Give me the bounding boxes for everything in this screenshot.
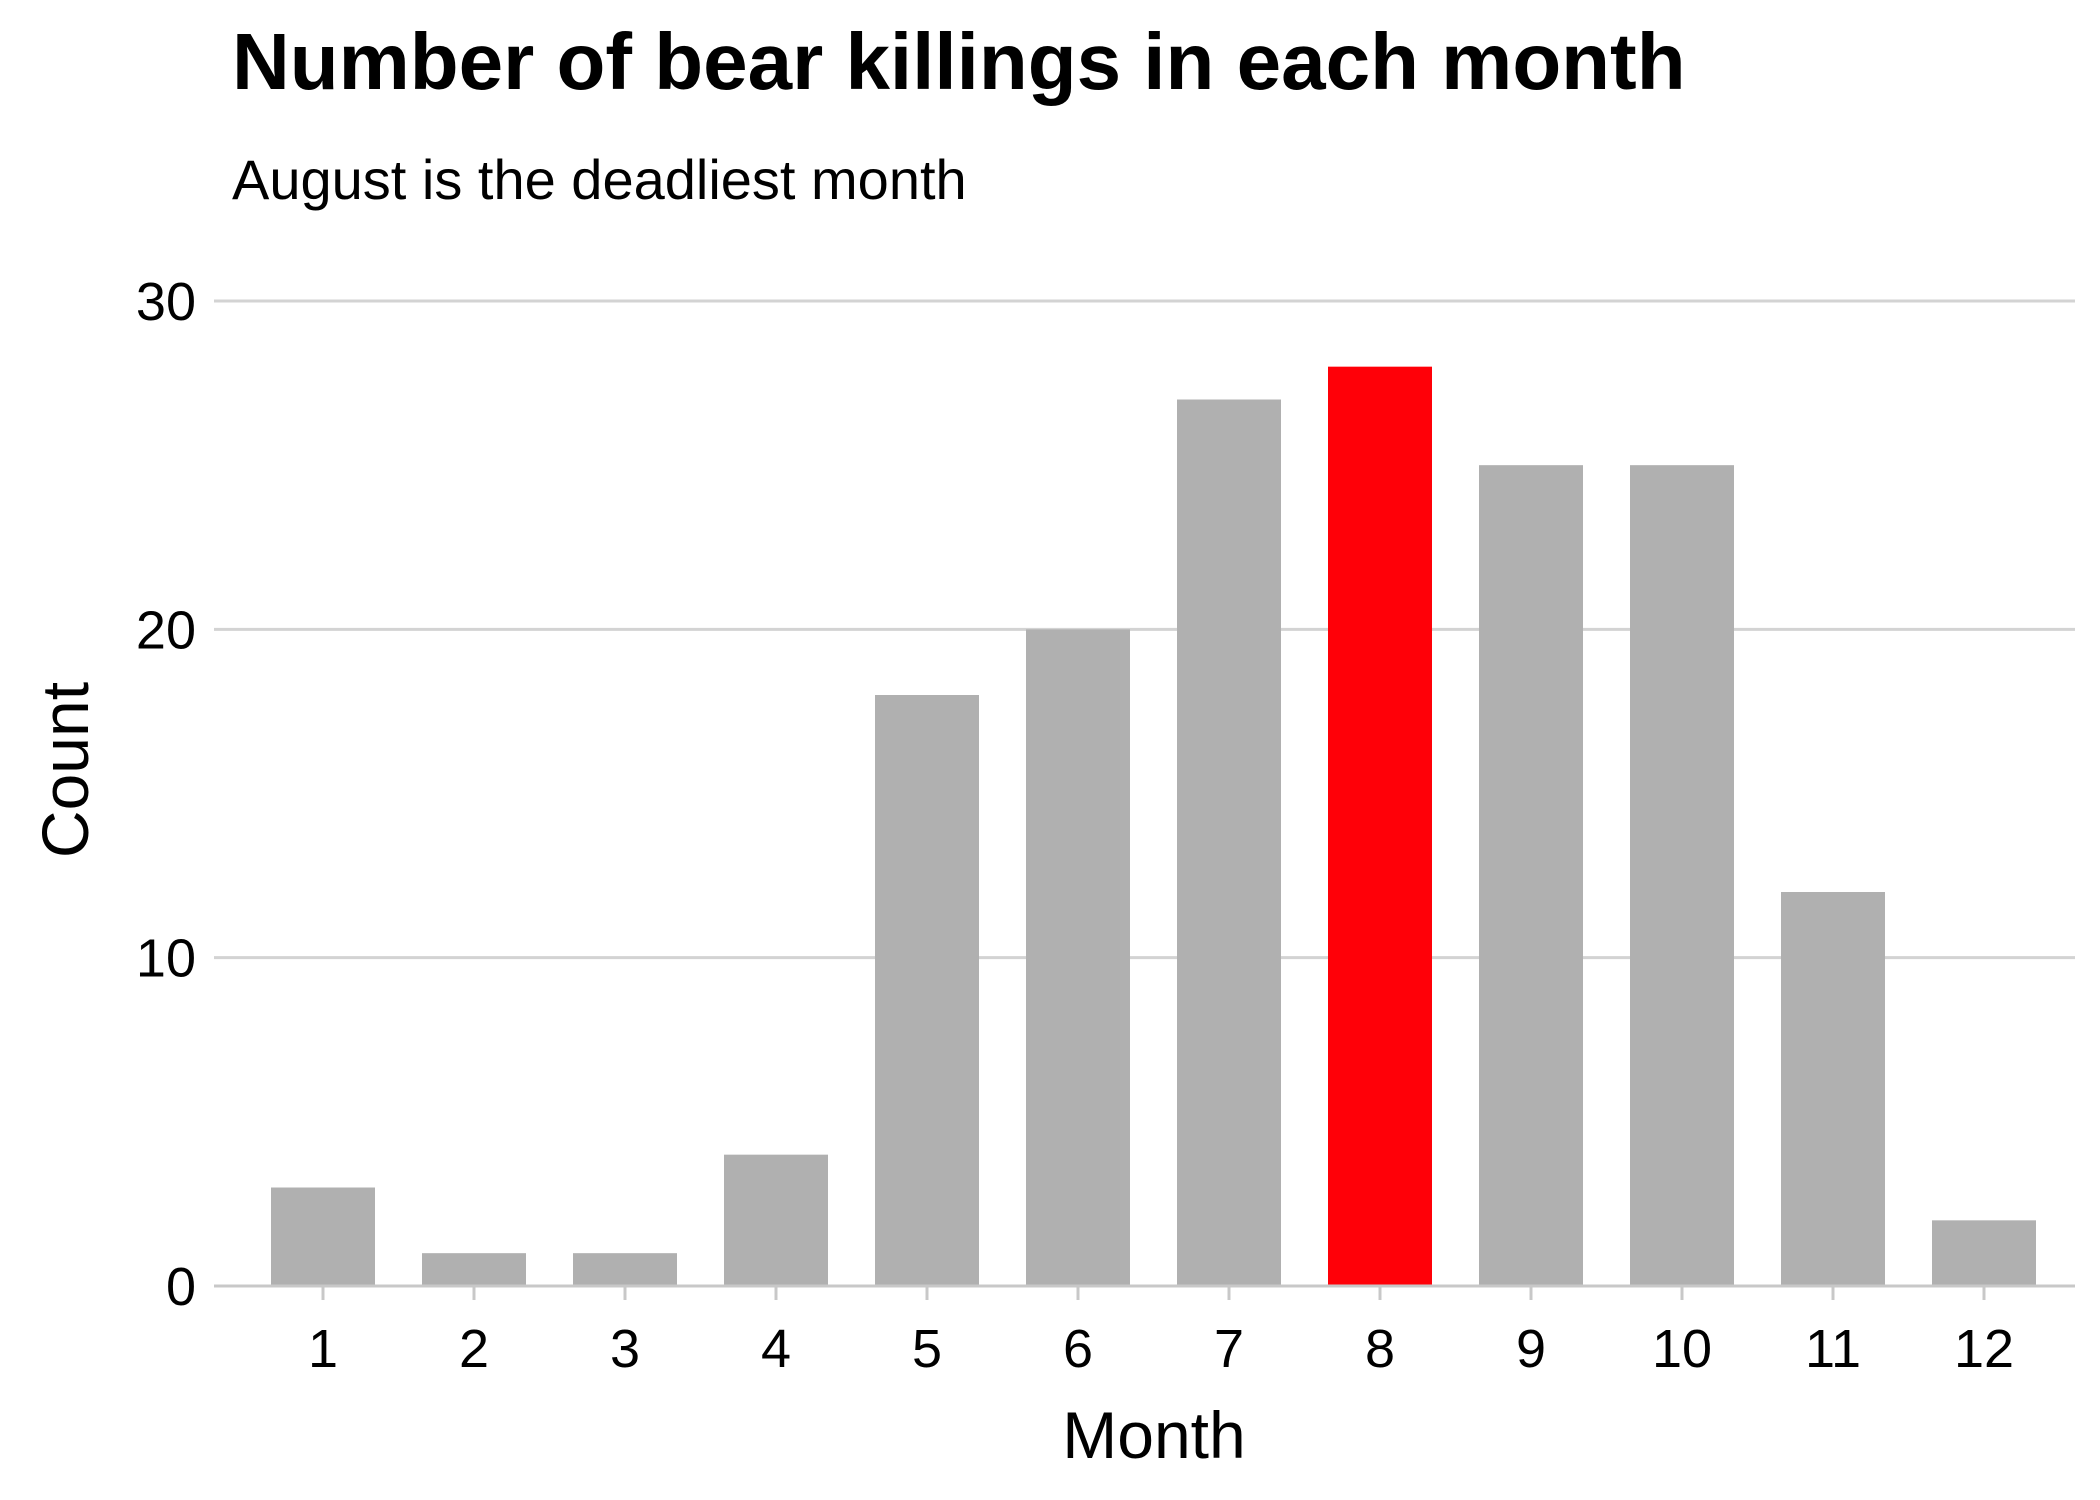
x-tick-label-5: 5 [912,1319,942,1379]
bar-month-10 [1630,465,1734,1287]
bars [271,366,2036,1287]
x-tick-label-8: 8 [1365,1319,1395,1379]
bar-month-12 [1932,1220,2036,1286]
bar-month-1 [271,1187,375,1286]
x-tick-label-7: 7 [1214,1319,1244,1379]
gridlines [214,299,2075,960]
y-tick-label-20: 20 [136,600,196,660]
x-tick-label-12: 12 [1954,1319,2014,1379]
bar-month-9 [1479,465,1583,1287]
x-tick-label-3: 3 [610,1319,640,1379]
chart-title: Number of bear killings in each month [232,17,1686,106]
x-tick-label-10: 10 [1652,1319,1712,1379]
x-axis-title: Month [1062,1398,1245,1472]
x-tick-label-6: 6 [1063,1319,1093,1379]
bar-month-11 [1781,892,1885,1286]
x-tick-label-2: 2 [459,1319,489,1379]
y-tick-label-10: 10 [136,929,196,989]
bar-month-4 [724,1154,828,1286]
bar-month-5 [875,695,979,1286]
bar-month-6 [1026,629,1130,1286]
chart-subtitle: August is the deadliest month [232,148,967,211]
bar-month-3 [573,1253,677,1286]
bar-month-8 [1328,366,1432,1287]
x-tick-label-9: 9 [1516,1319,1546,1379]
x-tick-label-11: 11 [1805,1319,1861,1379]
y-tick-label-30: 30 [136,272,196,332]
x-tick-label-1: 1 [308,1319,338,1379]
x-tick-label-4: 4 [761,1319,791,1379]
y-axis-title: Count [28,682,102,858]
y-tick-label-0: 0 [166,1257,196,1317]
bar-month-2 [422,1253,526,1286]
bar-month-7 [1177,399,1281,1286]
